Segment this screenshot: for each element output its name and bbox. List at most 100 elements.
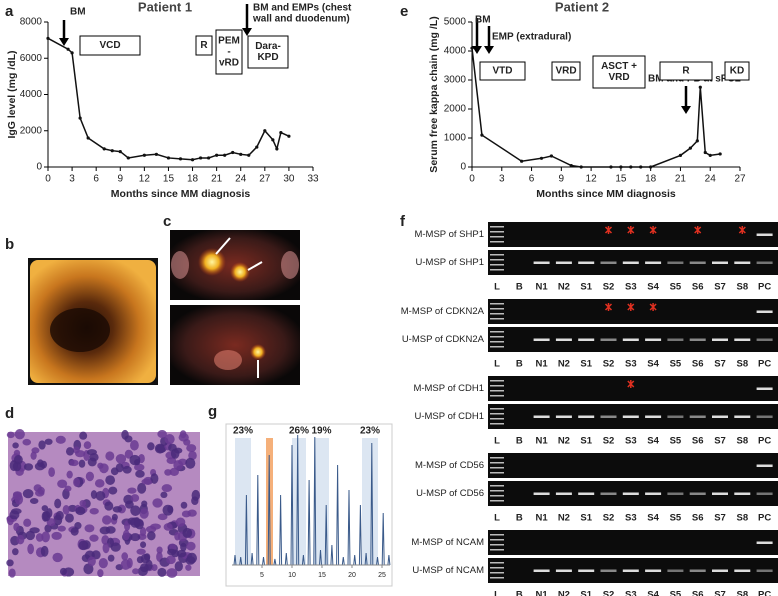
- y-tick-label: 4000: [20, 89, 43, 100]
- regimen-label: ASCT +: [601, 61, 637, 72]
- cell-nucleus: [89, 507, 99, 515]
- lane-label: S1: [580, 590, 592, 596]
- panel-label: g: [208, 403, 217, 420]
- lane-label: PC: [758, 282, 771, 293]
- cell-nucleus: [105, 475, 116, 485]
- cell-nucleus: [115, 453, 127, 464]
- cell-nucleus: [176, 549, 187, 558]
- arm: [281, 251, 299, 279]
- asterisk: [738, 226, 746, 234]
- lane-label: S8: [736, 513, 748, 524]
- cell-nucleus: [166, 555, 176, 565]
- lane-label: S1: [580, 436, 592, 447]
- x-tick-label: 0: [469, 174, 475, 185]
- x-tick-label: 9: [117, 174, 123, 185]
- data-point: [142, 153, 146, 157]
- regimen-label: PEM: [218, 36, 240, 47]
- cell-nucleus: [136, 548, 146, 555]
- cell-nucleus: [6, 431, 15, 439]
- band: [689, 261, 706, 264]
- data-point: [207, 156, 211, 160]
- data-point: [255, 145, 259, 149]
- lane-label: N2: [558, 436, 570, 447]
- x-axis-label: Months since MM diagnosis: [536, 188, 676, 200]
- lane-label: S2: [603, 590, 615, 596]
- spine: [214, 350, 242, 370]
- regimen-box: [247, 35, 289, 69]
- data-point: [539, 156, 544, 160]
- ladder-band: [490, 341, 504, 343]
- data-point: [102, 147, 106, 151]
- lane-label: PC: [758, 436, 771, 447]
- lane-label: S2: [603, 359, 615, 370]
- y-axis-label: IgG level (mg /dL): [6, 50, 18, 138]
- arrow-label: wall and duodenum): [252, 14, 350, 25]
- cell-nucleus: [55, 435, 66, 444]
- data-point: [695, 139, 699, 143]
- cell-nucleus: [157, 430, 167, 439]
- band: [555, 569, 572, 572]
- cell-nucleus: [97, 569, 104, 578]
- cell-nucleus: [185, 556, 196, 565]
- lane-label: N1: [536, 436, 549, 447]
- data-point: [118, 149, 122, 154]
- lane-label: S1: [580, 282, 592, 293]
- ladder-band: [490, 336, 504, 338]
- ladder-band: [490, 534, 504, 536]
- lane-label: S6: [692, 436, 704, 447]
- data-point: [470, 46, 474, 50]
- data-point: [708, 153, 712, 157]
- panel-label: e: [400, 3, 408, 20]
- cell-nucleus: [69, 459, 79, 467]
- panel-label: f: [400, 213, 406, 230]
- cell-nucleus: [110, 542, 121, 552]
- data-point: [639, 165, 643, 169]
- band: [600, 492, 617, 495]
- cell-nucleus: [29, 497, 39, 505]
- gel-image: [488, 453, 778, 478]
- cell-nucleus: [90, 490, 98, 499]
- x-tick-label: 33: [307, 174, 319, 185]
- region-label: 19%: [311, 426, 331, 437]
- band: [734, 261, 751, 264]
- data-point: [223, 153, 227, 157]
- ladder-band: [490, 380, 504, 382]
- cell-nucleus: [150, 473, 159, 484]
- cell-nucleus: [182, 527, 193, 539]
- x-tick-label: 10: [288, 572, 296, 579]
- panel-label: c: [163, 213, 171, 230]
- gel-image: [488, 299, 778, 324]
- gel-row-label: M-MSP of SHP1: [414, 229, 484, 240]
- cell-nucleus: [170, 448, 180, 459]
- cell-nucleus: [79, 500, 87, 507]
- band: [622, 492, 639, 495]
- band: [622, 415, 639, 418]
- lane-label: S8: [736, 359, 748, 370]
- data-point: [154, 152, 159, 156]
- regimen-label: VRD: [555, 66, 576, 77]
- band: [555, 261, 572, 264]
- data-point: [46, 36, 50, 40]
- arrow: [215, 237, 231, 255]
- cell-nucleus: [174, 531, 181, 541]
- region-shade: [362, 438, 378, 565]
- cell-nucleus: [164, 434, 175, 445]
- x-tick-label: 24: [235, 174, 247, 185]
- lane-label: S5: [670, 359, 682, 370]
- asterisk: [694, 226, 702, 234]
- cell-nucleus: [127, 487, 137, 494]
- band: [667, 261, 684, 264]
- band: [712, 338, 728, 341]
- cell-nucleus: [38, 440, 46, 450]
- lane-label: S3: [625, 513, 637, 524]
- cell-nucleus: [16, 534, 25, 545]
- cell-nucleus: [147, 531, 156, 541]
- gel-row-label: U-MSP of NCAM: [412, 565, 484, 576]
- ladder-band: [490, 313, 504, 315]
- ladder-band: [490, 231, 504, 233]
- lane-label: L: [494, 436, 500, 447]
- cell-nucleus: [83, 563, 94, 575]
- regimen-box: [659, 61, 713, 81]
- data-point: [688, 146, 692, 150]
- arrow-label: BM and EMPs (chest: [253, 3, 352, 14]
